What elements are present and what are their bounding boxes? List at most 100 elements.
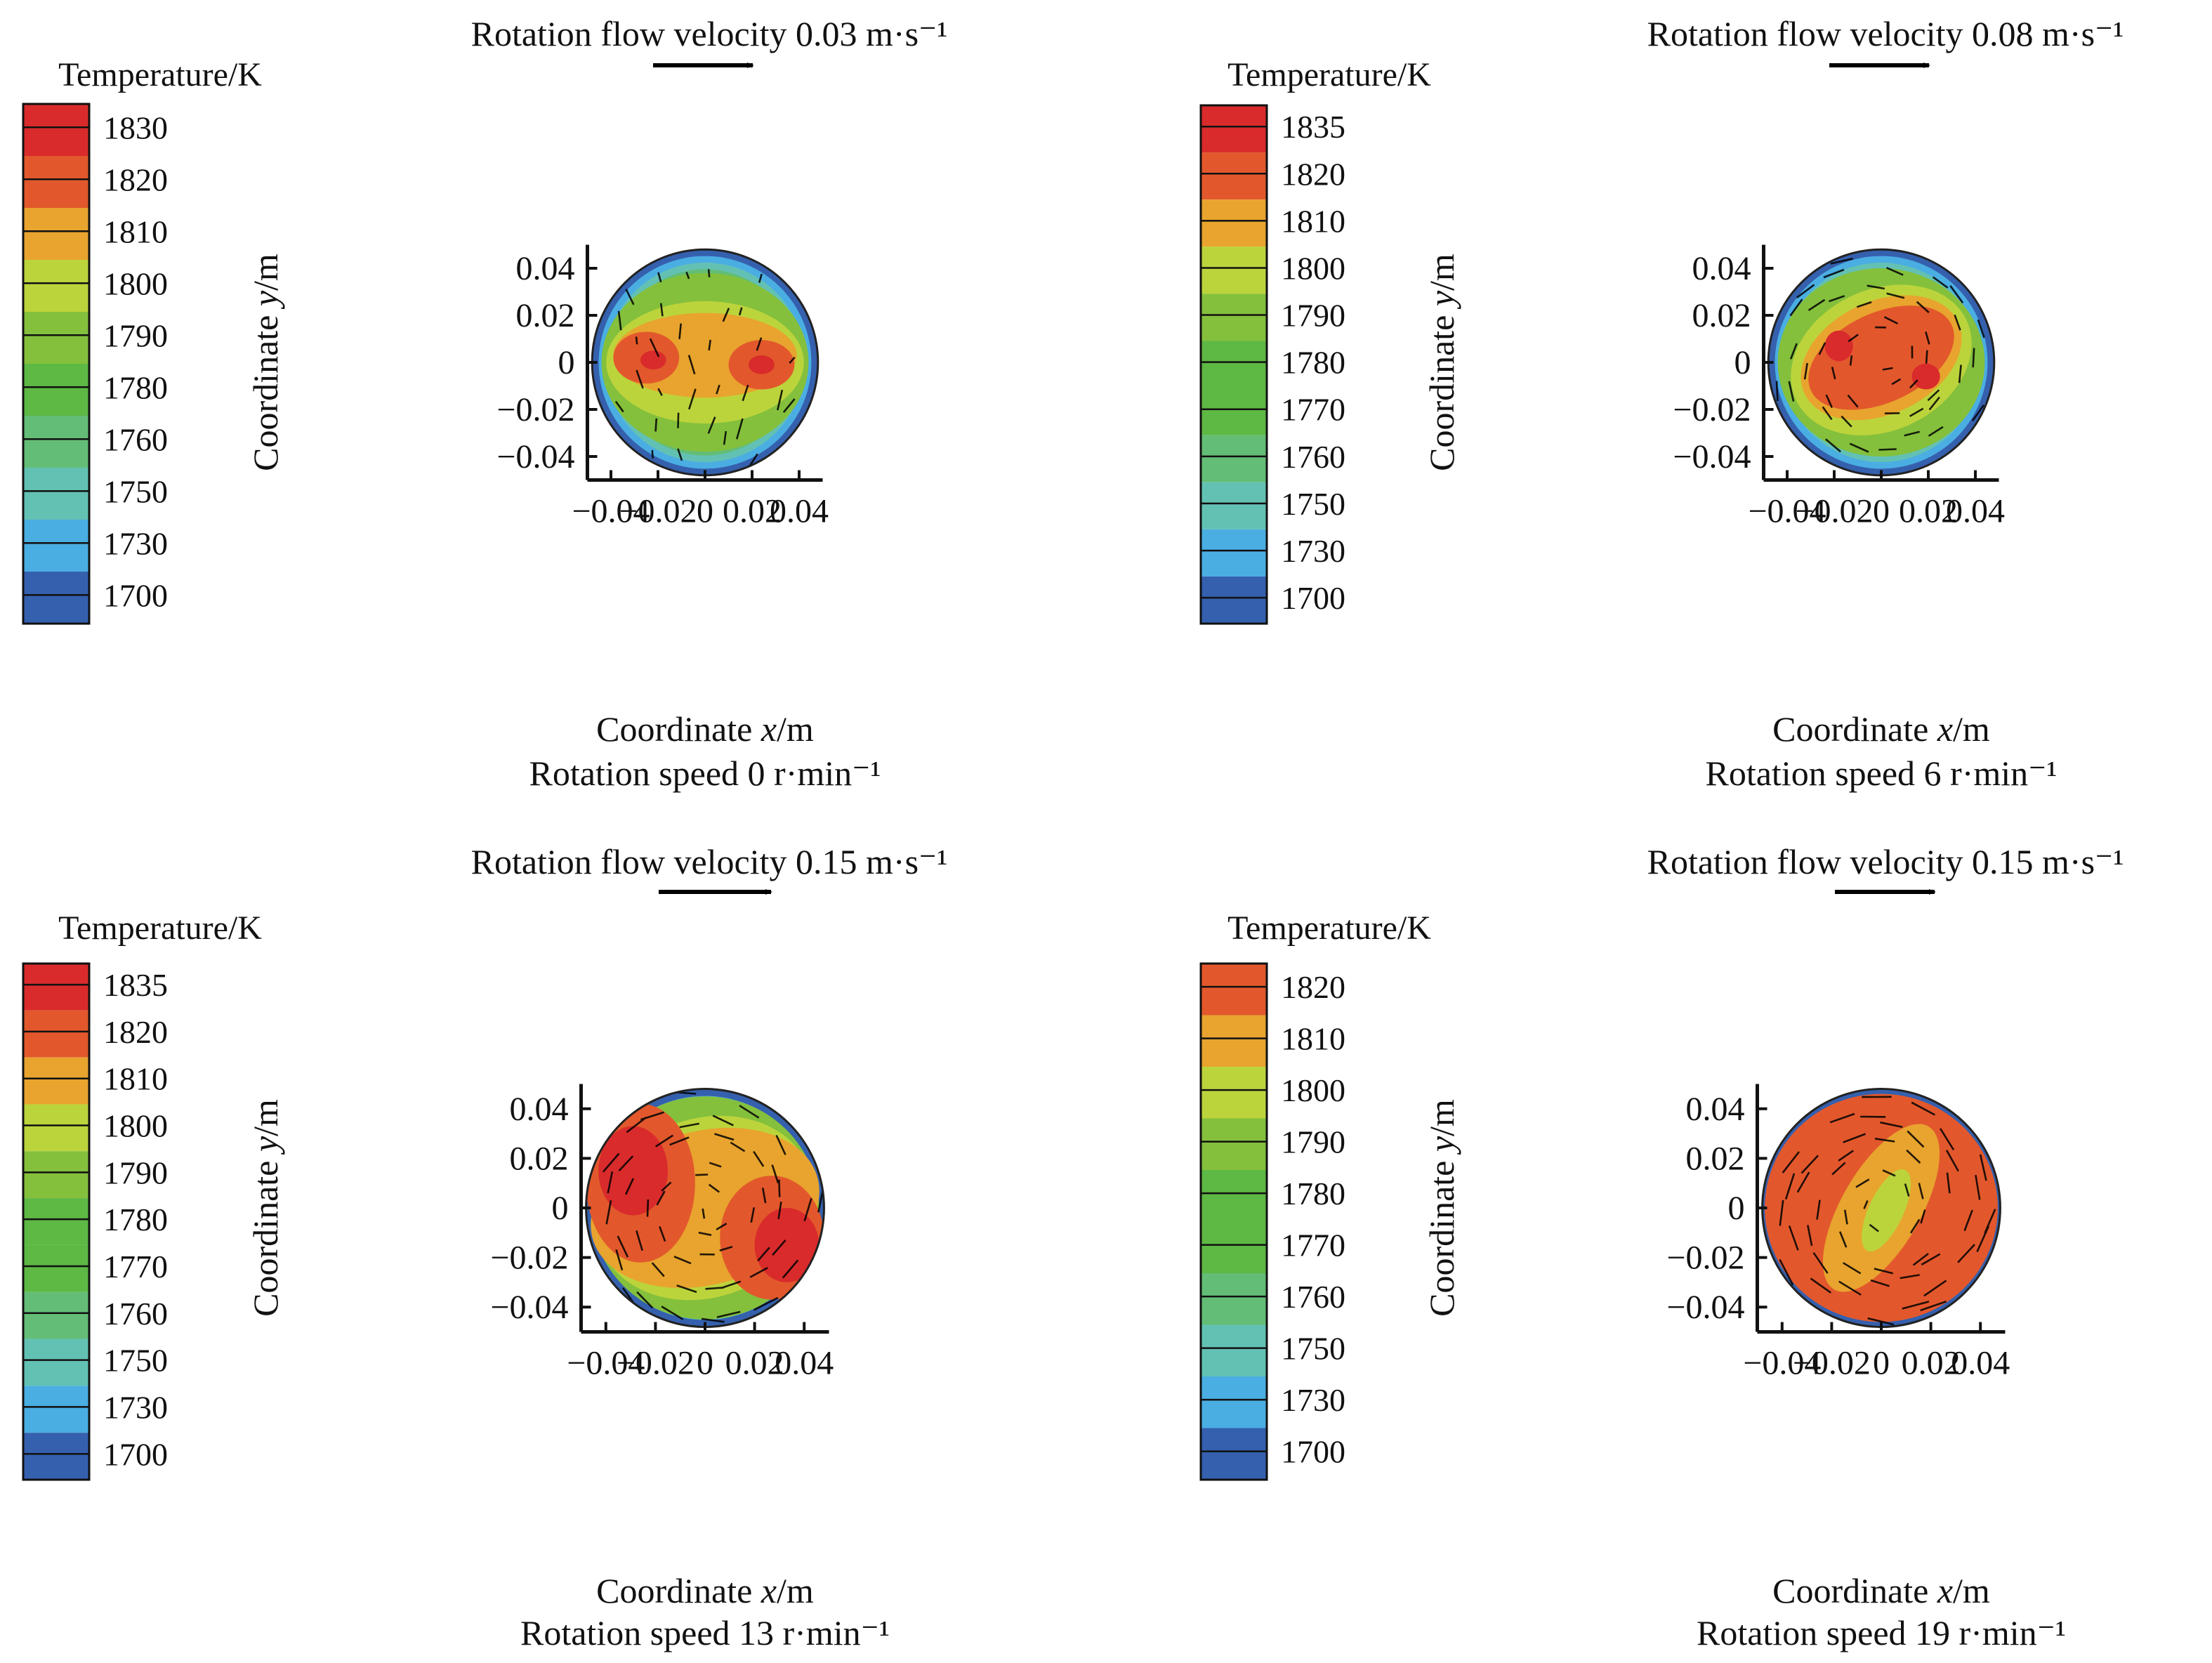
legend: 1820 1810 1800 1790 1780 1770 1760 1750 1730 1700 — [1199, 962, 1345, 1481]
legend-swatch — [23, 1010, 89, 1058]
legend-swatch — [23, 104, 89, 156]
legend-title: Temperature/K — [1227, 909, 1431, 947]
y-tick-label: −0.02 — [496, 391, 574, 428]
velocity-title: Rotation flow velocity 0.15 m·s⁻¹ — [471, 842, 948, 881]
legend-title: Temperature/K — [1227, 56, 1431, 93]
velocity-vectors — [1775, 257, 1985, 453]
y-tick-label: 0 — [552, 1190, 569, 1227]
legend-swatch — [23, 1151, 89, 1199]
temperature-field — [1768, 249, 1994, 475]
temperature-region — [1911, 363, 1940, 390]
y-tick-label: 0.02 — [1686, 1140, 1745, 1177]
legend-swatch — [23, 1291, 89, 1339]
legend-label: 1750 — [1281, 486, 1345, 522]
vector-arrows — [1775, 257, 1985, 453]
x-tick-label: 0.02 — [723, 493, 782, 530]
y-tick-label: 0.02 — [1692, 297, 1751, 334]
y-tick-label: −0.04 — [490, 1289, 568, 1326]
y-axis-label: Coordinate y/m — [1422, 1099, 1461, 1317]
legend-frame — [1199, 104, 1268, 625]
x-tick-label: 0 — [697, 1345, 713, 1382]
legend-label: 1760 — [1281, 1279, 1345, 1315]
legend-swatch — [23, 1433, 89, 1480]
legend-swatch — [23, 416, 89, 468]
legend-swatch — [1201, 1067, 1267, 1119]
x-tick-label: −0.04 — [567, 1345, 645, 1382]
x-tick-label: −0.04 — [1748, 493, 1826, 530]
legend-label: 1760 — [1281, 439, 1345, 475]
legend-swatch — [1201, 964, 1267, 1015]
x-axis-label: Coordinate x/m — [1772, 709, 1990, 749]
legend-swatch — [1201, 1170, 1267, 1222]
velocity-vectors — [614, 269, 796, 471]
vector-arrows — [614, 269, 796, 471]
legend-swatch — [1201, 576, 1267, 624]
legend-label: 1820 — [1281, 969, 1345, 1005]
legend-label: 1770 — [103, 1249, 168, 1284]
y-axis-label: Coordinate y/m — [246, 1099, 285, 1317]
legend-label: 1800 — [103, 265, 168, 301]
y-tick-label: 0.04 — [510, 1091, 569, 1128]
legend-label: 1780 — [103, 1202, 168, 1237]
temperature-region — [598, 1126, 669, 1216]
legend-label: 1770 — [1281, 392, 1345, 428]
legend-swatch — [23, 364, 89, 416]
legend-swatch — [1201, 247, 1267, 294]
x-tick-label: 0 — [1873, 493, 1890, 530]
panel-b: Rotation flow velocity 0.08 m·s⁻¹ Temper… — [1199, 14, 2124, 793]
temperature-region — [754, 1208, 819, 1282]
y-tick-label: 0 — [558, 344, 575, 381]
legend-swatch — [23, 572, 89, 624]
legend-swatch — [1201, 435, 1267, 482]
x-tick-label: 0 — [697, 493, 713, 530]
panel-a: Rotation flow velocity 0.03 m·s⁻¹ Temper… — [22, 14, 947, 793]
legend-swatch — [23, 260, 89, 312]
speed-caption: Rotation speed 6 r·min⁻¹ — [1705, 754, 2057, 793]
y-tick-label: 0.02 — [510, 1140, 569, 1177]
y-tick-label: 0 — [1734, 344, 1751, 381]
legend: 1835 1820 1810 1800 1790 1780 1770 1760 1750 1730… — [1199, 104, 1345, 625]
speed-caption: Rotation speed 19 r·min⁻¹ — [1697, 1613, 2066, 1652]
legend-label: 1810 — [103, 213, 168, 249]
x-tick-label: −0.04 — [572, 493, 650, 530]
legend-swatch — [23, 1198, 89, 1245]
x-tick-label: −0.04 — [1743, 1345, 1821, 1382]
legend-swatch — [1201, 1221, 1267, 1273]
legend-swatch — [1201, 199, 1267, 247]
legend-label: 1800 — [103, 1108, 168, 1144]
legend: 1830 1820 1810 1800 1790 1780 1760 1750 1730 1700 — [22, 103, 168, 625]
legend-label: 1730 — [103, 525, 168, 561]
legend-label: 1800 — [1281, 1072, 1345, 1108]
y-axis-label: Coordinate y/m — [1422, 254, 1461, 471]
y-axis-label: Coordinate y/m — [246, 254, 285, 471]
legend-label: 1730 — [103, 1389, 168, 1425]
temperature-region — [640, 350, 666, 370]
legend-swatch — [1201, 388, 1267, 435]
legend-swatch — [1201, 152, 1267, 200]
legend-label: 1780 — [103, 369, 168, 405]
x-tick-label: 0.04 — [1946, 493, 2005, 530]
legend-label: 1750 — [103, 1343, 168, 1379]
speed-caption: Rotation speed 13 r·min⁻¹ — [520, 1613, 890, 1652]
legend-label: 1780 — [1281, 345, 1345, 381]
legend-swatch — [1201, 1376, 1267, 1428]
velocity-vectors — [602, 1091, 824, 1323]
y-tick-label: 0.04 — [516, 250, 575, 287]
temperature-region — [1824, 330, 1853, 362]
legend-label: 1800 — [1281, 250, 1345, 286]
legend-swatch — [23, 468, 89, 520]
temperature-field — [1762, 1089, 2001, 1327]
legend-swatch — [1201, 341, 1267, 388]
panel-c: Rotation flow velocity 0.15 m·s⁻¹ Temper… — [22, 842, 948, 1652]
y-tick-label: −0.04 — [1673, 438, 1751, 475]
legend-swatch — [23, 1104, 89, 1152]
legend-label: 1820 — [103, 1014, 168, 1050]
x-tick-label: 0.04 — [770, 493, 829, 530]
legend-label: 1700 — [1281, 580, 1345, 616]
vector-arrows — [602, 1091, 824, 1323]
y-tick-label: −0.04 — [496, 438, 574, 475]
legend-swatch — [1201, 1325, 1267, 1376]
